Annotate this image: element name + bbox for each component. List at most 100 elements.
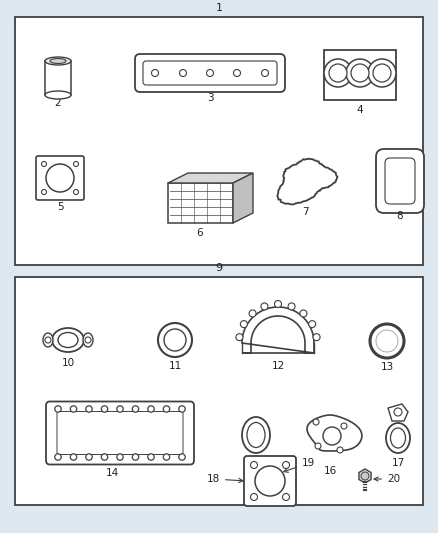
Circle shape xyxy=(394,408,402,416)
Circle shape xyxy=(373,64,391,82)
Ellipse shape xyxy=(58,333,78,348)
Circle shape xyxy=(288,303,295,310)
FancyBboxPatch shape xyxy=(45,61,71,95)
Ellipse shape xyxy=(386,423,410,453)
Circle shape xyxy=(313,419,319,425)
Circle shape xyxy=(86,454,92,460)
Circle shape xyxy=(337,447,343,453)
Circle shape xyxy=(323,427,341,445)
Polygon shape xyxy=(168,173,253,183)
Circle shape xyxy=(324,59,352,87)
Text: 6: 6 xyxy=(197,228,203,238)
FancyBboxPatch shape xyxy=(324,50,396,100)
Text: 4: 4 xyxy=(357,105,363,115)
FancyBboxPatch shape xyxy=(244,456,296,506)
Polygon shape xyxy=(388,404,408,421)
Circle shape xyxy=(309,321,316,328)
Circle shape xyxy=(152,69,159,77)
Circle shape xyxy=(163,454,170,460)
Text: 7: 7 xyxy=(302,207,308,217)
Text: 8: 8 xyxy=(397,211,403,221)
Circle shape xyxy=(74,190,78,195)
Text: 5: 5 xyxy=(57,202,64,212)
Circle shape xyxy=(71,406,77,412)
Circle shape xyxy=(255,466,285,496)
Circle shape xyxy=(132,406,139,412)
Circle shape xyxy=(101,454,108,460)
Circle shape xyxy=(46,164,74,192)
Text: 9: 9 xyxy=(215,263,223,273)
Circle shape xyxy=(236,334,243,341)
Circle shape xyxy=(55,454,61,460)
Text: 1: 1 xyxy=(215,3,223,13)
Ellipse shape xyxy=(45,57,71,65)
Ellipse shape xyxy=(247,423,265,448)
Circle shape xyxy=(313,334,320,341)
Circle shape xyxy=(351,64,369,82)
Ellipse shape xyxy=(83,333,93,347)
Ellipse shape xyxy=(50,59,66,63)
FancyBboxPatch shape xyxy=(57,411,183,455)
Text: 16: 16 xyxy=(323,466,337,476)
Text: 15: 15 xyxy=(249,458,263,468)
Text: 10: 10 xyxy=(61,358,74,368)
Circle shape xyxy=(55,406,61,412)
Circle shape xyxy=(329,64,347,82)
Circle shape xyxy=(158,323,192,357)
Polygon shape xyxy=(307,415,362,451)
Circle shape xyxy=(249,310,256,317)
Ellipse shape xyxy=(43,333,53,347)
Circle shape xyxy=(71,454,77,460)
Circle shape xyxy=(117,454,123,460)
Circle shape xyxy=(376,330,398,352)
Circle shape xyxy=(361,472,369,480)
Circle shape xyxy=(42,190,46,195)
Circle shape xyxy=(275,301,282,308)
Circle shape xyxy=(148,406,154,412)
Circle shape xyxy=(74,161,78,166)
Circle shape xyxy=(180,69,187,77)
Text: 19: 19 xyxy=(284,458,315,472)
Circle shape xyxy=(261,303,268,310)
Ellipse shape xyxy=(52,328,84,352)
Circle shape xyxy=(261,69,268,77)
Ellipse shape xyxy=(391,428,406,448)
Circle shape xyxy=(45,337,51,343)
Circle shape xyxy=(341,423,347,429)
Circle shape xyxy=(179,454,185,460)
Text: 13: 13 xyxy=(380,362,394,372)
FancyBboxPatch shape xyxy=(36,156,84,200)
FancyBboxPatch shape xyxy=(135,54,285,92)
Circle shape xyxy=(206,69,213,77)
Circle shape xyxy=(85,337,91,343)
Circle shape xyxy=(368,59,396,87)
Circle shape xyxy=(370,324,404,358)
Circle shape xyxy=(148,454,154,460)
FancyBboxPatch shape xyxy=(15,17,423,265)
Polygon shape xyxy=(168,183,233,223)
Text: 11: 11 xyxy=(168,361,182,371)
Text: 2: 2 xyxy=(55,98,61,108)
Polygon shape xyxy=(277,159,337,205)
Ellipse shape xyxy=(242,417,270,453)
Text: 3: 3 xyxy=(207,93,213,103)
Circle shape xyxy=(315,443,321,449)
Text: 14: 14 xyxy=(106,468,119,478)
FancyBboxPatch shape xyxy=(143,61,277,85)
Circle shape xyxy=(117,406,123,412)
Ellipse shape xyxy=(45,91,71,99)
Circle shape xyxy=(86,406,92,412)
Circle shape xyxy=(300,310,307,317)
Circle shape xyxy=(251,494,258,500)
FancyBboxPatch shape xyxy=(15,277,423,505)
Circle shape xyxy=(132,454,139,460)
Polygon shape xyxy=(359,469,371,483)
Circle shape xyxy=(283,494,290,500)
Circle shape xyxy=(283,462,290,469)
Circle shape xyxy=(240,321,247,328)
FancyBboxPatch shape xyxy=(46,401,194,464)
Text: 20: 20 xyxy=(374,474,400,484)
Circle shape xyxy=(42,161,46,166)
FancyBboxPatch shape xyxy=(376,149,424,213)
FancyBboxPatch shape xyxy=(385,158,415,204)
